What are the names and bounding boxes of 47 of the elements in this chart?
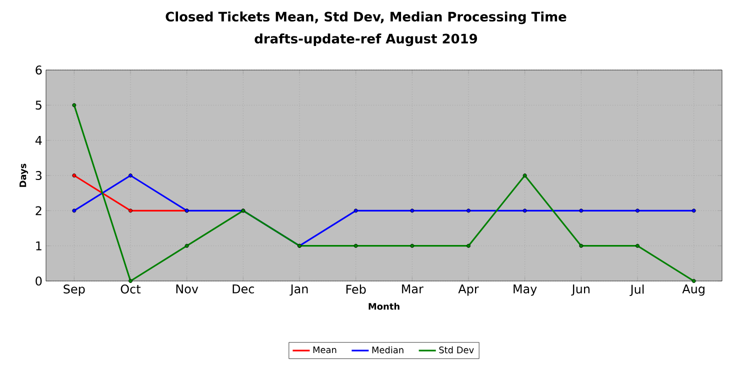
x-axis-title: Month xyxy=(368,302,400,310)
legend-label: Mean xyxy=(313,346,336,354)
point xyxy=(72,208,76,213)
x-tick-label: Jun xyxy=(571,284,590,296)
point xyxy=(579,208,584,213)
point xyxy=(522,208,527,213)
point xyxy=(354,208,358,213)
point xyxy=(466,244,470,248)
x-tick-label: Feb xyxy=(346,284,366,294)
x-tick-label: Apr xyxy=(458,284,479,296)
point xyxy=(128,279,132,283)
point xyxy=(579,244,584,248)
point xyxy=(128,208,132,213)
y-tick-label: 0 xyxy=(36,276,42,286)
x-tick-label: Nov xyxy=(176,284,198,294)
x-tick-label: Oct xyxy=(120,284,141,294)
point xyxy=(354,244,358,248)
point xyxy=(522,174,527,178)
x-tick-label: Dec xyxy=(232,284,254,294)
y-tick-label: 5 xyxy=(36,100,42,110)
legend-label: Median xyxy=(372,346,404,354)
point xyxy=(128,174,132,178)
y-tick-label: 1 xyxy=(36,241,42,250)
y-axis-title: Days xyxy=(20,164,28,187)
x-tick-label: Jan xyxy=(290,284,308,296)
point xyxy=(692,279,696,283)
point xyxy=(692,208,696,213)
x-tick-label: May xyxy=(514,284,537,296)
point xyxy=(410,208,414,213)
x-tick-label: Aug xyxy=(682,284,704,296)
point xyxy=(72,103,76,108)
y-tick-label: 2 xyxy=(36,206,42,216)
legend-label: Std Dev xyxy=(439,346,474,354)
chart-subtitle: drafts-update-ref August 2019 xyxy=(254,34,478,46)
point xyxy=(636,208,640,213)
x-tick-label: Sep xyxy=(64,284,85,296)
point xyxy=(184,244,189,248)
y-tick-label: 6 xyxy=(36,65,42,75)
y-tick-label: 3 xyxy=(36,170,42,180)
point xyxy=(636,244,640,248)
point xyxy=(72,174,76,178)
y-tick-label: 4 xyxy=(35,136,42,145)
point xyxy=(466,208,470,213)
x-tick-label: Jul xyxy=(630,284,644,296)
point xyxy=(410,244,414,248)
x-tick-label: Mar xyxy=(402,284,424,294)
chart-title: Closed Tickets Mean, Std Dev, Median Processing Time xyxy=(166,12,566,24)
